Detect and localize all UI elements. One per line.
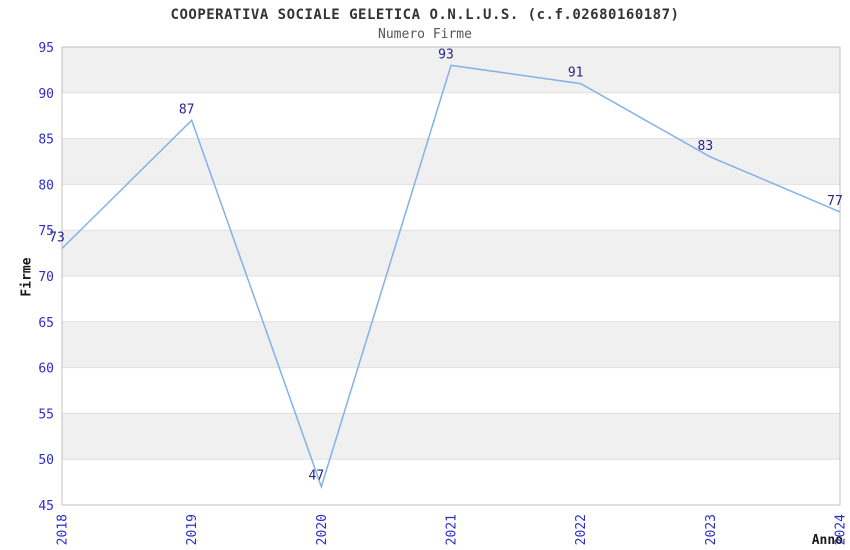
data-point-label: 83 [698,139,714,154]
x-tick-label: 2023 [704,514,719,545]
plot-band [62,230,840,276]
y-tick-label: 95 [38,41,54,56]
y-tick-label: 70 [38,270,54,285]
y-tick-label: 90 [38,87,54,102]
data-point-label: 77 [827,194,843,209]
y-tick-label: 85 [38,133,54,148]
data-point-label: 73 [49,231,65,246]
series-line [61,64,841,490]
y-tick-label: 50 [38,453,54,468]
y-tick-label: 65 [38,316,54,331]
y-tick-label: 45 [38,499,54,514]
x-axis-title: Anno [811,533,843,548]
data-point-label: 47 [309,469,325,484]
data-point-label: 87 [179,102,195,117]
x-tick-label: 2022 [574,514,589,545]
chart-subtitle: Numero Firme [378,27,472,42]
plot-band [62,138,840,185]
plot-border [61,46,841,506]
y-tick-label: 75 [38,224,54,239]
y-tick-label: 60 [38,362,54,377]
data-point-label: 93 [438,47,454,62]
data-point-label: 91 [568,66,584,81]
x-tick-label: 2021 [445,514,460,545]
x-tick-label: 2024 [834,514,849,545]
x-tick-label: 2020 [315,514,330,545]
x-tick-label: 2018 [56,514,71,545]
plot-band [62,47,840,93]
plot-band [62,321,840,368]
chart-title: COOPERATIVA SOCIALE GELETICA O.N.L.U.S. … [170,7,680,23]
x-tick-label: 2019 [185,514,200,545]
y-tick-label: 55 [38,407,54,422]
plot-band [62,413,840,460]
y-tick-label: 80 [38,178,54,193]
